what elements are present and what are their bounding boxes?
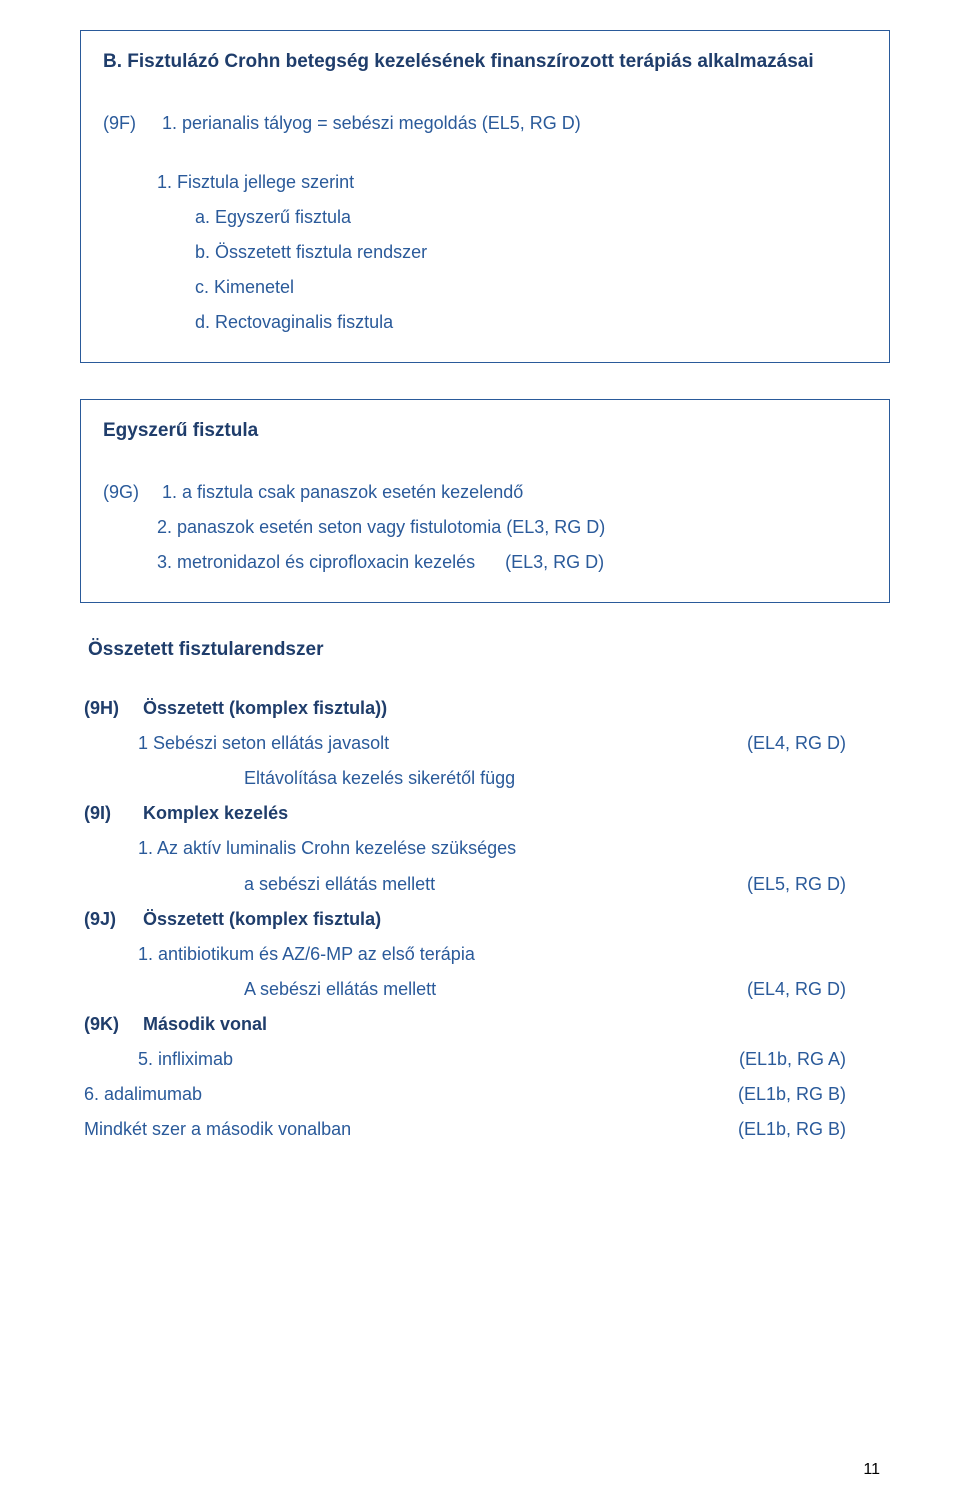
ev-9h-1: (EL4, RG D): [747, 726, 886, 761]
box1-title: B. Fisztulázó Crohn betegség kezelésének…: [103, 49, 867, 76]
box2-title: Egyszerű fisztula: [103, 418, 867, 445]
box2-line1: (9G) 1. a fisztula csak panaszok esetén …: [103, 475, 867, 510]
row-9i-1: 1. Az aktív luminalis Crohn kezelése szü…: [84, 831, 886, 866]
row-9j: (9J) Összetett (komplex fisztula): [84, 902, 886, 937]
row-9j-1a: A sebészi ellátás mellett (EL4, RG D): [84, 972, 886, 1007]
ev-6: (EL1b, RG B): [738, 1077, 886, 1112]
ev-9k-5: (EL1b, RG A): [739, 1042, 886, 1077]
row-9h: (9H) Összetett (komplex fisztula)): [84, 691, 886, 726]
label-9h: Összetett (komplex fisztula)): [143, 698, 387, 718]
box1-sub-a: a. Egyszerű fisztula: [103, 200, 867, 235]
box2-line2: 2. panaszok esetén seton vagy fistulotom…: [103, 510, 867, 545]
row-9h-1: 1 Sebészi seton ellátás javasolt (EL4, R…: [84, 726, 886, 761]
row-9i-1a: a sebészi ellátás mellett (EL5, RG D): [84, 867, 886, 902]
ev-9i-1a: (EL5, RG D): [747, 867, 886, 902]
row-6: 6. adalimumab (EL1b, RG B): [84, 1077, 886, 1112]
code-9k: (9K): [84, 1007, 138, 1042]
code-9g: (9G): [103, 475, 157, 510]
row-9h-1a: Eltávolítása kezelés sikerétől függ: [84, 761, 886, 796]
box1-sub-d: d. Rectovaginalis fisztula: [103, 305, 867, 340]
text-9k-5: 5. infliximab: [138, 1042, 233, 1077]
box2-text1: 1. a fisztula csak panaszok esetén kezel…: [162, 482, 523, 502]
section-heading: Összetett fisztularendszer: [88, 639, 886, 661]
page-number: 11: [863, 1461, 880, 1479]
box1-sub-c: c. Kimenetel: [103, 270, 867, 305]
text-9h-1: 1 Sebészi seton ellátás javasolt: [138, 726, 389, 761]
code-9f: (9F): [103, 106, 157, 141]
code-9i: (9I): [84, 796, 138, 831]
box2-line3: 3. metronidazol és ciprofloxacin kezelés…: [103, 545, 867, 580]
row-9i: (9I) Komplex kezelés: [84, 796, 886, 831]
box1-subtitle: 1. Fisztula jellege szerint: [103, 165, 867, 200]
code-9j: (9J): [84, 902, 138, 937]
box1-line: (9F) 1. perianalis tályog = sebészi mego…: [103, 106, 867, 141]
box1-item1: 1. perianalis tályog = sebészi megoldás …: [162, 113, 581, 133]
box1-sub-b: b. Összetett fisztula rendszer: [103, 235, 867, 270]
text-9j-1a: A sebészi ellátás mellett: [244, 972, 436, 1007]
row-9k: (9K) Második vonal: [84, 1007, 886, 1042]
text-9i-1a: a sebészi ellátás mellett: [244, 867, 435, 902]
row-9k-5: 5. infliximab (EL1b, RG A): [84, 1042, 886, 1077]
row-both: Mindkét szer a második vonalban (EL1b, R…: [84, 1112, 886, 1147]
document-page: B. Fisztulázó Crohn betegség kezelésének…: [0, 0, 960, 1499]
text-both: Mindkét szer a második vonalban: [84, 1112, 351, 1147]
label-9j: Összetett (komplex fisztula): [143, 909, 381, 929]
label-9i: Komplex kezelés: [143, 803, 288, 823]
ev-both: (EL1b, RG B): [738, 1112, 886, 1147]
code-9h: (9H): [84, 691, 138, 726]
row-9j-1: 1. antibiotikum és AZ/6-MP az első teráp…: [84, 937, 886, 972]
section-osszetett: Összetett fisztularendszer (9H) Összetet…: [80, 639, 890, 1147]
box-fistulazo: B. Fisztulázó Crohn betegség kezelésének…: [80, 30, 890, 363]
ev-9j-1a: (EL4, RG D): [747, 972, 886, 1007]
text-6: 6. adalimumab: [84, 1077, 202, 1112]
label-9k: Második vonal: [143, 1014, 267, 1034]
box-egyszeru: Egyszerű fisztula (9G) 1. a fisztula csa…: [80, 399, 890, 603]
